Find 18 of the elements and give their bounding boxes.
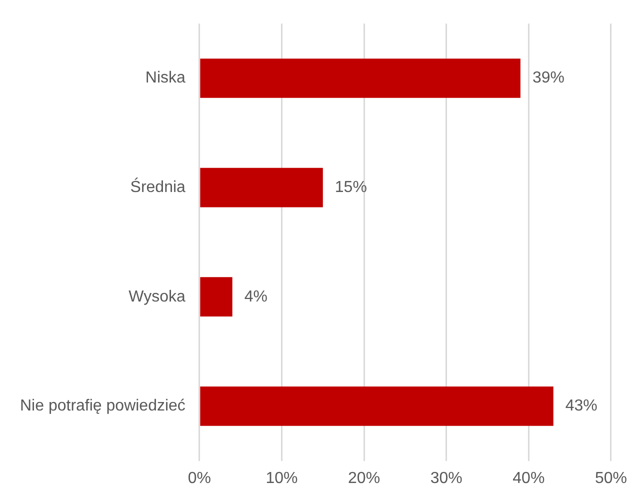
x-tick-label: 40% [512, 470, 545, 487]
bar [200, 277, 232, 317]
bar [200, 386, 554, 426]
data-label: 4% [244, 288, 268, 306]
y-tick-label: Średnia [130, 176, 186, 196]
y-tick-label: Wysoka [128, 288, 186, 306]
y-tick-label: Nie potrafię powiedzieć [20, 398, 186, 415]
data-label: 15% [334, 178, 367, 196]
data-label: 43% [565, 398, 598, 415]
y-tick-label: Niska [145, 70, 186, 87]
bar [200, 58, 520, 98]
bar [200, 168, 323, 208]
x-tick-label: 30% [430, 470, 462, 487]
data-label: 39% [532, 70, 564, 87]
x-tick-label: 20% [348, 470, 380, 487]
x-tick-label: 50% [594, 470, 628, 487]
x-tick-label: 0% [188, 470, 211, 487]
x-tick-label: 10% [266, 470, 298, 487]
